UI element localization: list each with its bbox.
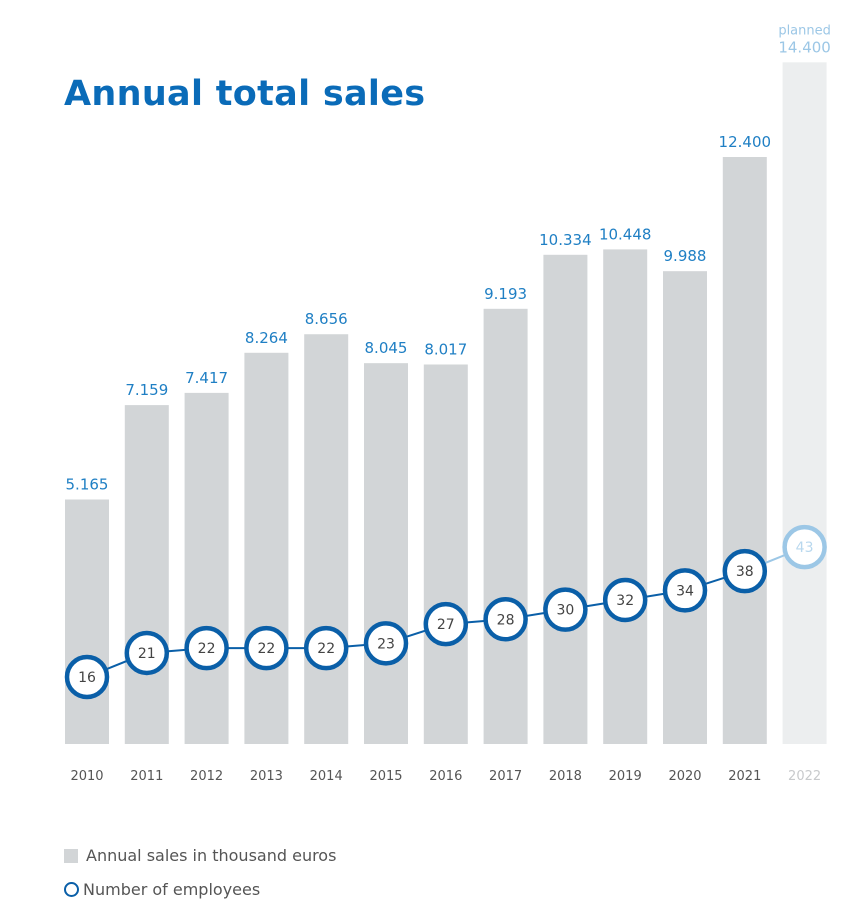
x-axis-group: 2010 2011 2012 2013 2014 2015 2016 2017 2018 2019…: [70, 769, 821, 784]
sales-value-label: 14.400: [778, 38, 831, 56]
x-tick-label: 2011: [130, 769, 163, 784]
sales-bar-2016: [423, 364, 468, 744]
sales-value-label: 7.159: [125, 381, 168, 399]
employees-marker-2010: [64, 654, 110, 700]
employees-value-label: 38: [736, 564, 754, 580]
x-tick-label: 2012: [190, 769, 223, 784]
legend-sales-label: Annual sales in thousand euros: [86, 846, 337, 865]
employees-marker-2014: [303, 625, 349, 671]
employees-marker-2017: [483, 597, 528, 642]
x-tick-label: 2016: [429, 769, 462, 784]
employees-value-label: 43: [796, 540, 814, 556]
employees-value-label: 22: [317, 641, 335, 657]
sales-bar-2021: [722, 157, 767, 744]
sales-value-label: 10.448: [599, 225, 652, 243]
legend-employees-label: Number of employees: [83, 880, 261, 899]
sales-value-label: 8.017: [424, 340, 467, 358]
sales-bar-2015: [364, 363, 408, 744]
x-tick-label: 2020: [668, 769, 701, 784]
sales-bar-2010: [65, 499, 109, 744]
chart-title: Annual total sales: [64, 74, 426, 114]
employees-value-label: 32: [616, 593, 634, 609]
x-tick-label: 2014: [310, 769, 343, 784]
sales-bar-2013: [244, 352, 289, 744]
legend-circle-swatch: [64, 882, 79, 897]
sales-bar-2019: [603, 249, 648, 745]
employees-marker-2018: [543, 587, 588, 632]
legend-bar-swatch: [64, 848, 78, 863]
sales-value-label: 9.988: [664, 247, 707, 265]
x-tick-label: 2018: [549, 769, 582, 784]
employees-value-label: 21: [138, 646, 156, 662]
sales-value-label: 8.264: [245, 329, 288, 347]
sales-bar-2014: [304, 334, 349, 744]
employees-value-label: 34: [676, 583, 694, 599]
sales-bar-2022: [782, 62, 827, 745]
legend-employees: Number of employees: [64, 880, 260, 899]
sales-bar-2012: [184, 392, 229, 744]
employees-marker-2013: [244, 625, 289, 671]
employees-marker-2021: [722, 548, 768, 594]
sales-value-label: 8.656: [305, 310, 348, 328]
employees-marker-2011: [124, 630, 170, 676]
x-tick-label: 2021: [728, 769, 761, 784]
x-tick-label: 2010: [70, 769, 103, 784]
employees-value-label: 23: [377, 636, 395, 652]
x-tick-label: 2013: [250, 769, 283, 784]
value-labels-group: 5.165 7.159 7.417 8.264 8.656 8.045 8.017 9.193…: [66, 23, 831, 493]
sales-value-label: 8.045: [365, 339, 408, 357]
employees-marker-2015: [363, 621, 409, 666]
sales-bar-2017: [483, 308, 528, 744]
employees-marker-2012: [184, 625, 229, 671]
employees-line-group: 16 21 22 22 22 23 27 28 30 32 34 38 43: [64, 524, 827, 700]
sales-value-label: 7.417: [185, 369, 228, 387]
sales-bar-2018: [543, 254, 588, 745]
x-tick-label: 2017: [489, 769, 522, 784]
sales-bar-2011: [124, 405, 169, 744]
sales-value-label: 10.334: [539, 231, 592, 249]
bars-group: [65, 62, 827, 745]
employees-value-label: 16: [78, 670, 96, 686]
planned-label: planned: [778, 23, 831, 38]
employees-marker-2020: [662, 568, 708, 613]
employees-marker-2016: [423, 601, 469, 647]
legend-sales: Annual sales in thousand euros: [64, 846, 336, 865]
sales-value-label: 5.165: [66, 475, 109, 493]
employees-value-label: 30: [556, 603, 574, 619]
employees-marker-2022: [782, 524, 827, 570]
x-tick-label: 2015: [369, 769, 402, 784]
employees-marker-2019: [602, 577, 648, 623]
x-tick-label: 2022: [788, 769, 821, 784]
sales-bar-2020: [663, 271, 707, 744]
employees-value-label: 28: [497, 612, 515, 628]
employees-value-label: 22: [257, 641, 275, 657]
employees-value-label: 27: [437, 617, 455, 633]
sales-value-label: 9.193: [484, 285, 527, 303]
employees-value-label: 22: [198, 641, 216, 657]
sales-value-label: 12.400: [719, 133, 772, 151]
x-tick-label: 2019: [609, 769, 642, 784]
